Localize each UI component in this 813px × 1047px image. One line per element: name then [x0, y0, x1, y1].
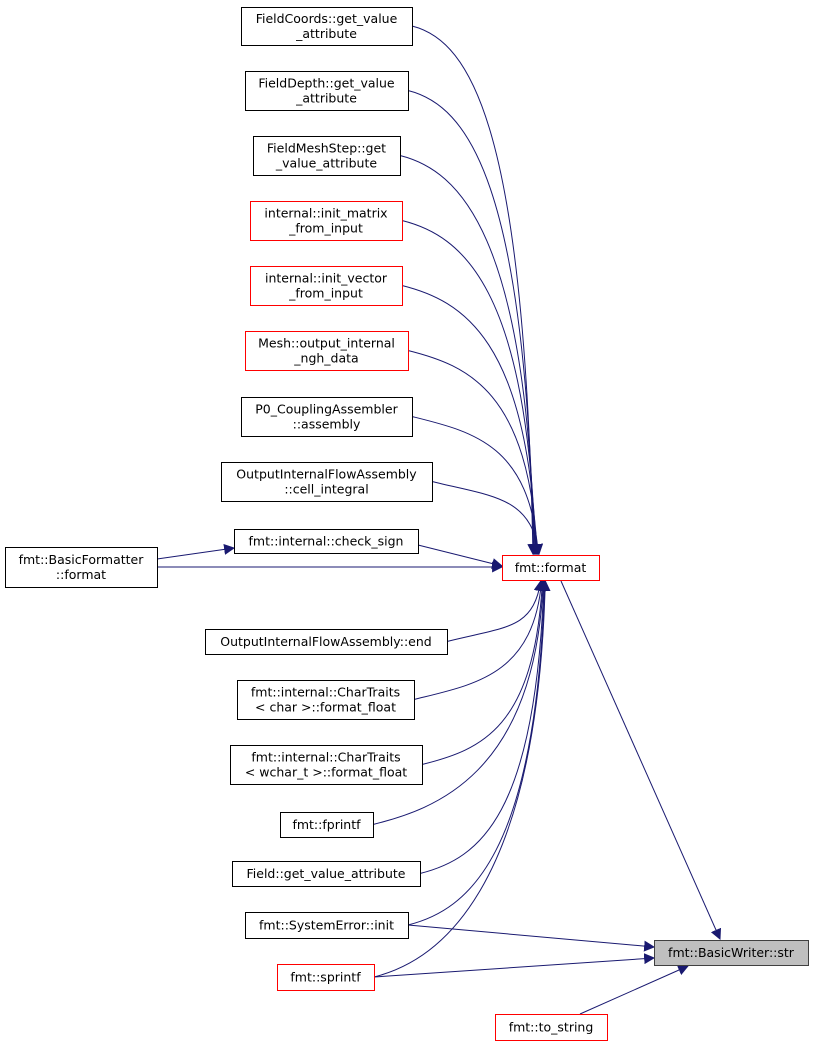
node-box[interactable] — [245, 912, 409, 939]
edge-n3-to-n11 — [399, 155, 540, 556]
node-label: _value_attribute — [275, 156, 377, 171]
node-label: _attribute — [295, 91, 357, 106]
node-fmt-sprintf[interactable]: fmt::sprintf — [277, 964, 375, 991]
node-fmt-internal-chartraits-char-format-float[interactable]: fmt::internal::CharTraits< char >::forma… — [237, 680, 415, 720]
node-box[interactable] — [241, 7, 413, 46]
node-box[interactable] — [495, 1014, 608, 1041]
node-field-get-value-attribute[interactable]: Field::get_value_attribute — [232, 861, 421, 887]
node-fmt-to-string[interactable]: fmt::to_string — [495, 1014, 608, 1041]
node-box[interactable] — [502, 555, 600, 581]
node-label: _ngh_data — [293, 351, 358, 366]
edge-n20-to-n19 — [579, 964, 690, 1015]
node-internal-init-vector-from-input[interactable]: internal::init_vector_from_input — [250, 266, 403, 306]
edge-n18-to-n11 — [373, 579, 551, 978]
node-label: < char >::format_float — [255, 700, 396, 715]
node-internal-init-matrix-from-input[interactable]: internal::init_matrix_from_input — [250, 201, 403, 241]
node-label: _attribute — [295, 26, 357, 41]
node-box[interactable] — [237, 680, 415, 720]
node-label: OutputInternalFlowAssembly — [236, 467, 417, 482]
node-fmt-basicformatter-format[interactable]: fmt::BasicFormatter::format — [5, 547, 158, 588]
edge-n9-to-n11 — [417, 544, 504, 569]
node-label: ::assembly — [293, 417, 361, 432]
edge-n6-to-n11 — [407, 350, 543, 556]
node-label: internal::init_vector — [265, 271, 388, 286]
node-fmt-fprintf[interactable]: fmt::fprintf — [280, 812, 374, 838]
edge-n4-to-n11 — [401, 220, 541, 556]
edge-n2-to-n11 — [407, 90, 540, 556]
edge-n15-to-n11 — [372, 579, 549, 825]
node-label: fmt::internal::CharTraits — [251, 685, 400, 700]
node-box[interactable] — [280, 812, 374, 838]
node-box[interactable] — [245, 331, 409, 371]
edge-n17-to-n19 — [407, 924, 656, 952]
node-label: Field::get_value_attribute — [247, 866, 406, 881]
node-label: FieldDepth::get_value — [258, 76, 395, 91]
edge-n16-to-n11 — [419, 579, 550, 874]
node-fielddepth-get-value-attribute[interactable]: FieldDepth::get_value_attribute — [245, 71, 409, 111]
node-label: fmt::BasicWriter::str — [668, 945, 795, 960]
node-box[interactable] — [277, 964, 375, 991]
node-fmt-basicwriter-str[interactable]: fmt::BasicWriter::str — [654, 940, 809, 966]
node-label: fmt::format — [515, 560, 587, 575]
node-label: FieldMeshStep::get — [267, 141, 386, 156]
edge-n5-to-n11 — [401, 285, 542, 556]
node-label: fmt::BasicFormatter — [19, 552, 145, 567]
edge-n8-to-n11 — [431, 481, 544, 556]
node-mesh-output-internal-ngh-data[interactable]: Mesh::output_internal_ngh_data — [245, 331, 409, 371]
node-outputinternalflowassembly-end[interactable]: OutputInternalFlowAssembly::end — [205, 629, 448, 655]
edge-n7-to-n11 — [411, 416, 543, 556]
node-label: OutputInternalFlowAssembly::end — [220, 634, 431, 649]
node-label: P0_CouplingAssembler — [255, 402, 398, 417]
edge-n17-to-n11 — [407, 579, 550, 926]
node-label: fmt::SystemError::init — [259, 918, 394, 933]
node-fmt-format[interactable]: fmt::format — [502, 555, 600, 581]
node-box[interactable] — [253, 136, 401, 176]
node-label: fmt::internal::CharTraits — [251, 750, 400, 765]
node-box[interactable] — [241, 397, 413, 437]
node-label: fmt::internal::check_sign — [249, 534, 404, 549]
node-fmt-systemerror-init[interactable]: fmt::SystemError::init — [245, 912, 409, 939]
edge-n18-to-n19 — [373, 953, 656, 978]
node-label: _from_input — [288, 286, 363, 301]
node-label: fmt::sprintf — [290, 970, 361, 985]
node-box[interactable] — [205, 629, 448, 655]
node-label: fmt::fprintf — [292, 817, 361, 832]
node-fieldmeshstep-get-value-attribute[interactable]: FieldMeshStep::get_value_attribute — [253, 136, 401, 176]
node-fieldcoords-get-value-attribute[interactable]: FieldCoords::get_value_attribute — [241, 7, 413, 46]
edge-n12-to-n11 — [446, 579, 545, 642]
edge-n13-to-n11 — [413, 579, 547, 700]
edges — [156, 25, 722, 1015]
edge-n11-to-n19 — [560, 580, 722, 941]
node-box[interactable] — [250, 266, 403, 306]
node-label: FieldCoords::get_value — [256, 11, 398, 26]
node-fmt-internal-check-sign[interactable]: fmt::internal::check_sign — [234, 529, 419, 554]
edge-n14-to-n11 — [421, 579, 548, 765]
nodes: FieldCoords::get_value_attributeFieldDep… — [5, 7, 809, 1041]
node-fmt-internal-chartraits-wchar-t-format-float[interactable]: fmt::internal::CharTraits< wchar_t >::fo… — [230, 745, 423, 785]
node-label: ::cell_integral — [284, 482, 368, 497]
node-label: < wchar_t >::format_float — [245, 765, 407, 780]
node-label: _from_input — [288, 221, 363, 236]
node-p0-couplingassembler-assembly[interactable]: P0_CouplingAssembler::assembly — [241, 397, 413, 437]
node-label: internal::init_matrix — [264, 206, 387, 221]
node-box[interactable] — [250, 201, 403, 241]
node-outputinternalflowassembly-cell-integral[interactable]: OutputInternalFlowAssembly::cell_integra… — [221, 462, 433, 502]
edge-n10-to-n9 — [156, 543, 236, 560]
node-box[interactable] — [245, 71, 409, 111]
node-box[interactable] — [5, 547, 158, 588]
node-box[interactable] — [230, 745, 423, 785]
node-box[interactable] — [232, 861, 421, 887]
edge-n1-to-n11 — [411, 25, 539, 556]
node-box[interactable] — [654, 940, 809, 966]
node-label: fmt::to_string — [509, 1020, 594, 1035]
node-label: Mesh::output_internal — [258, 336, 395, 351]
node-box[interactable] — [221, 462, 433, 502]
node-box[interactable] — [234, 529, 419, 554]
node-label: ::format — [56, 567, 106, 582]
